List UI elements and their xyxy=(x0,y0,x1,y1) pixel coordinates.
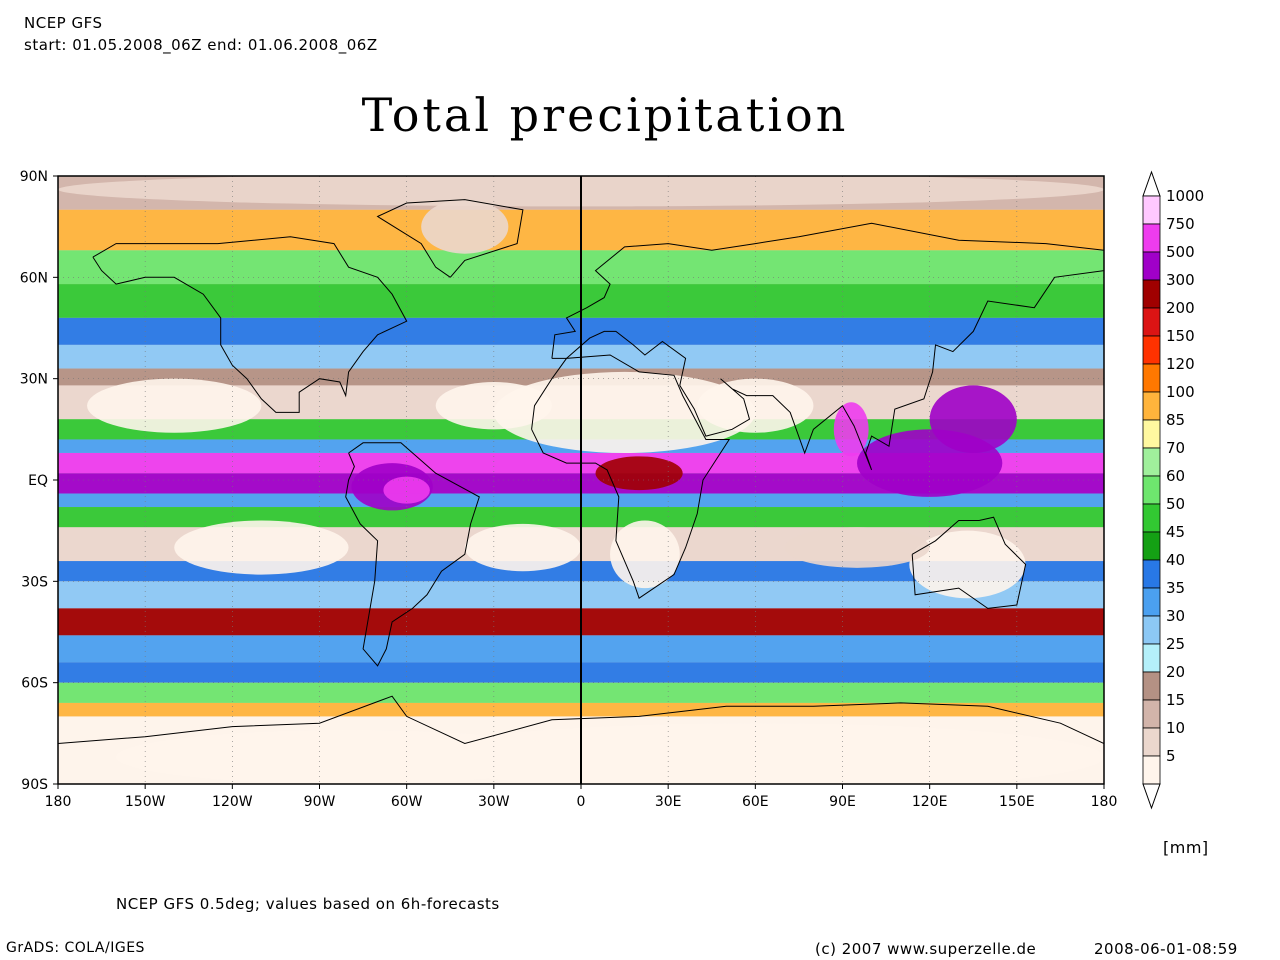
precip-cell xyxy=(116,729,582,784)
lon-tick-label: 150W xyxy=(125,794,166,810)
colorbar-label: 150 xyxy=(1166,327,1195,345)
colorbar-swatch xyxy=(1142,587,1161,617)
colorbar-label: 30 xyxy=(1166,607,1185,625)
precip-cell xyxy=(383,476,430,504)
coastline-south-america xyxy=(345,442,480,667)
colorbar-label: 40 xyxy=(1166,551,1185,569)
colorbar-swatch xyxy=(1142,559,1161,589)
lat-axis: 90N 60N 30N EQ 30S 60S 90S xyxy=(20,169,58,793)
units-label: [mm] xyxy=(1163,838,1209,857)
lon-tick-label: 30W xyxy=(478,794,510,810)
lon-tick-label: 90W xyxy=(304,794,336,810)
colorbar-label: 200 xyxy=(1166,299,1195,317)
colorbar-label: 45 xyxy=(1166,523,1185,541)
copyright: (c) 2007 www.superzelle.de xyxy=(815,940,1037,958)
colorbar-min-arrow xyxy=(1142,783,1161,810)
precip-cell xyxy=(174,520,349,575)
colorbar-swatch xyxy=(1142,615,1161,645)
colorbar-swatch xyxy=(1142,335,1161,365)
colorbar-swatch xyxy=(1142,419,1161,449)
colorbar-swatch xyxy=(1142,195,1161,225)
colorbar-label: 35 xyxy=(1166,579,1185,597)
coastlines xyxy=(58,199,1104,745)
colorbar-label: 750 xyxy=(1166,215,1195,233)
colorbar-swatch xyxy=(1142,279,1161,309)
lon-tick-label: 120W xyxy=(212,794,253,810)
lat-tick-label: 60N xyxy=(20,270,48,286)
footnote: NCEP GFS 0.5deg; values based on 6h-fore… xyxy=(116,895,500,913)
precip-cell xyxy=(929,385,1017,453)
colorbar-swatch xyxy=(1142,391,1161,421)
colorbar-swatch xyxy=(1142,531,1161,561)
colorbar-swatch xyxy=(1142,251,1161,281)
precip-cell xyxy=(464,523,581,572)
lon-tick-label: 60E xyxy=(742,794,769,810)
lat-tick-label: 30N xyxy=(20,372,48,388)
colorbar-swatch xyxy=(1142,671,1161,701)
lon-tick-label: 60W xyxy=(391,794,423,810)
colorbar-swatch xyxy=(1142,363,1161,393)
chart-title: Total precipitation xyxy=(361,88,849,142)
lon-tick-label: 0 xyxy=(577,794,586,810)
colorbar-label: 500 xyxy=(1166,243,1195,261)
precip-cell xyxy=(909,530,1026,599)
coastline-australia xyxy=(911,516,1027,609)
colorbar-swatch xyxy=(1142,503,1161,533)
precip-cell xyxy=(493,371,756,453)
lon-tick-label: 150E xyxy=(999,794,1035,810)
colorbar-label: 70 xyxy=(1166,439,1185,457)
coastline-antarctica xyxy=(58,695,1104,745)
colorbar-label: 50 xyxy=(1166,495,1185,513)
precip-cell xyxy=(435,382,552,430)
precip-cell xyxy=(784,527,930,568)
precip-cell xyxy=(833,402,869,457)
colorbar-label: 1000 xyxy=(1166,187,1204,205)
timestamp: 2008-06-01-08:59 xyxy=(1094,940,1238,958)
lat-tick-label: 90S xyxy=(21,777,48,793)
model-label: NCEP GFS xyxy=(24,14,103,32)
lat-tick-label: 30S xyxy=(21,574,48,590)
precip-cell xyxy=(87,378,262,433)
colorbar-swatch xyxy=(1142,643,1161,673)
colorbar-swatch xyxy=(1142,223,1161,253)
colorbar-label: 15 xyxy=(1166,691,1185,709)
precip-cell xyxy=(595,456,683,491)
lat-tick-label: 90N xyxy=(20,169,48,185)
colorbar-label: 60 xyxy=(1166,467,1185,485)
colorbar-label: 85 xyxy=(1166,411,1185,429)
coastline-greenland xyxy=(376,199,524,278)
lon-tick-label: 120E xyxy=(912,794,948,810)
colorbar-swatch xyxy=(1142,475,1161,505)
period-label: start: 01.05.2008_06Z end: 01.06.2008_06… xyxy=(24,36,378,54)
colorbar-label: 10 xyxy=(1166,719,1185,737)
coastline-africa xyxy=(531,354,731,599)
lon-axis: 180 150W 120W 90W 60W 30W 0 30E 60E 90E 120E 150E 18… xyxy=(45,784,1118,810)
colorbar-swatch xyxy=(1142,307,1161,337)
colorbar-swatch xyxy=(1142,727,1161,757)
colorbar-swatch xyxy=(1142,755,1161,785)
colorbar: 1000 750 500 300 200 150 120 100 85 70 60 50 45 40 35 3… xyxy=(1142,170,1204,810)
precip-cell xyxy=(421,199,509,254)
colorbar-label: 5 xyxy=(1166,747,1176,765)
colorbar-label: 20 xyxy=(1166,663,1185,681)
lat-tick-label: EQ xyxy=(28,473,48,489)
lon-tick-label: 90E xyxy=(829,794,856,810)
coastline-eurasia xyxy=(551,222,1104,471)
colorbar-label: 25 xyxy=(1166,635,1185,653)
lon-tick-label: 30E xyxy=(655,794,682,810)
colorbar-swatch xyxy=(1142,699,1161,729)
lat-tick-label: 60S xyxy=(21,676,48,692)
colorbar-swatch xyxy=(1142,447,1161,477)
lon-tick-label: 180 xyxy=(1091,794,1118,810)
precip-cell xyxy=(610,520,680,589)
grads-credit: GrADS: COLA/IGES xyxy=(6,940,145,956)
colorbar-label: 100 xyxy=(1166,383,1195,401)
coastline-north-america xyxy=(92,236,408,413)
colorbar-max-arrow xyxy=(1142,170,1161,197)
precip-cell xyxy=(697,378,814,433)
colorbar-label: 300 xyxy=(1166,271,1195,289)
colorbar-label: 120 xyxy=(1166,355,1195,373)
lon-tick-label: 180 xyxy=(45,794,72,810)
